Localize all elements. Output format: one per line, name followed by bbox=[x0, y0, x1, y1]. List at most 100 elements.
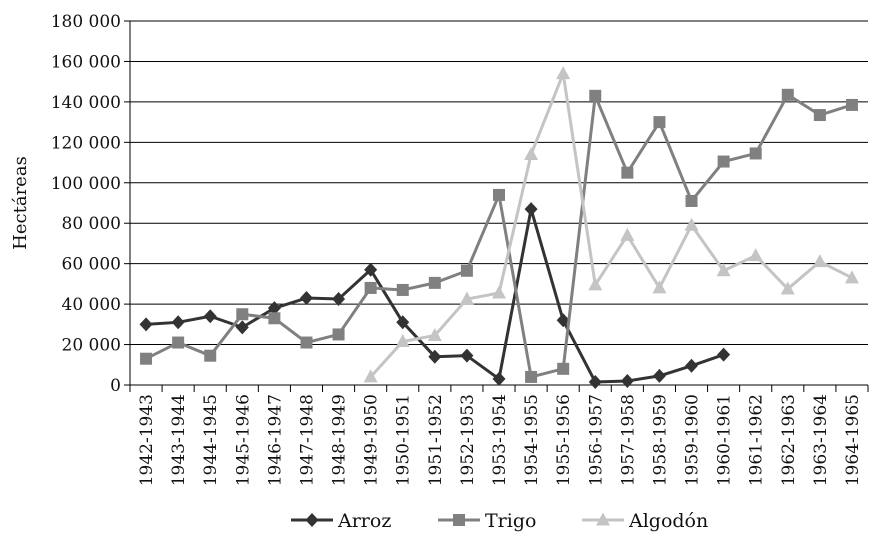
x-tick-label: 1949-1950 bbox=[362, 394, 382, 486]
data-point-trigo bbox=[236, 308, 249, 321]
series-line-algodon bbox=[369, 72, 853, 378]
data-point-arroz bbox=[556, 313, 570, 328]
x-axis-ticks: 1942-1943 1943-1944 1944-1945 1945-1946 1946… bbox=[129, 385, 869, 486]
y-tick-label: 100 000 bbox=[51, 174, 121, 194]
data-point-arroz bbox=[364, 262, 378, 277]
data-point-arroz bbox=[299, 291, 313, 306]
legend-marker bbox=[305, 513, 319, 527]
legend-item-trigo: Trigo bbox=[438, 510, 536, 532]
data-point-trigo bbox=[300, 336, 313, 349]
x-tick-label: 1958-1959 bbox=[650, 394, 670, 486]
legend-label: Trigo bbox=[485, 510, 536, 532]
x-tick-label: 1954-1955 bbox=[522, 394, 542, 486]
data-point-trigo bbox=[460, 264, 473, 277]
x-tick-label: 1944-1945 bbox=[201, 394, 221, 486]
data-point-algodon bbox=[556, 66, 571, 80]
series-algodon bbox=[363, 66, 859, 383]
y-tick-label: 0 bbox=[110, 376, 121, 396]
data-point-algodon bbox=[748, 248, 763, 262]
x-tick-label: 1964-1965 bbox=[843, 394, 863, 486]
data-point-arroz bbox=[235, 320, 249, 335]
y-tick-label: 160 000 bbox=[51, 52, 121, 72]
x-tick-label: 1952-1953 bbox=[458, 394, 478, 486]
data-point-trigo bbox=[332, 328, 345, 341]
legend-item-algodon: Algodón bbox=[582, 510, 708, 532]
data-point-algodon bbox=[524, 146, 539, 160]
data-point-trigo bbox=[140, 352, 153, 365]
x-tick-label: 1960-1961 bbox=[715, 394, 735, 486]
data-point-algodon bbox=[459, 291, 474, 305]
data-point-arroz bbox=[652, 368, 666, 383]
data-point-algodon bbox=[492, 285, 506, 299]
x-tick-label: 1948-1949 bbox=[330, 394, 350, 486]
series-arroz bbox=[139, 202, 731, 389]
data-point-algodon bbox=[844, 270, 859, 284]
x-tick-label: 1957-1958 bbox=[618, 394, 638, 486]
x-tick-label: 1947-1948 bbox=[297, 394, 317, 486]
series-line-trigo bbox=[145, 93, 853, 379]
data-point-trigo bbox=[396, 283, 409, 296]
data-point-algodon bbox=[588, 277, 603, 291]
data-point-trigo bbox=[428, 276, 441, 289]
data-point-arroz bbox=[492, 371, 506, 386]
data-point-algodon bbox=[716, 263, 731, 277]
data-point-algodon bbox=[363, 369, 378, 383]
y-tick-label: 60 000 bbox=[62, 255, 121, 275]
data-point-algodon bbox=[395, 334, 410, 348]
legend: Arroz Trigo Algodón bbox=[291, 510, 708, 532]
data-point-trigo bbox=[493, 188, 505, 201]
x-tick-label: 1959-1960 bbox=[683, 394, 703, 486]
data-point-algodon bbox=[812, 254, 827, 268]
x-tick-label: 1945-1946 bbox=[233, 394, 253, 486]
x-tick-label: 1951-1952 bbox=[426, 394, 446, 486]
x-tick-label: 1956-1957 bbox=[586, 394, 606, 486]
data-point-trigo bbox=[813, 109, 826, 122]
x-tick-label: 1953-1954 bbox=[490, 394, 510, 486]
y-tick-label: 20 000 bbox=[62, 336, 121, 356]
data-point-arroz bbox=[171, 315, 185, 330]
x-tick-label: 1962-1963 bbox=[779, 394, 799, 486]
data-point-trigo bbox=[781, 88, 794, 101]
legend-marker bbox=[453, 514, 465, 526]
data-point-arroz bbox=[267, 301, 281, 316]
data-point-trigo bbox=[589, 89, 602, 102]
data-point-algodon bbox=[780, 281, 795, 295]
series-group bbox=[139, 66, 859, 389]
y-tick-label: 140 000 bbox=[51, 93, 121, 113]
x-tick-label: 1950-1951 bbox=[394, 394, 414, 486]
data-point-algodon bbox=[427, 327, 442, 341]
data-point-trigo bbox=[557, 362, 570, 375]
data-point-arroz bbox=[524, 202, 538, 217]
data-point-arroz bbox=[139, 317, 153, 332]
y-axis-ticks: 0 20 000 40 000 60 000 80 000 100 000 120 000 1… bbox=[51, 12, 130, 396]
data-point-trigo bbox=[653, 116, 666, 129]
x-tick-label: 1955-1956 bbox=[554, 394, 574, 486]
data-point-algodon bbox=[620, 227, 635, 241]
legend-marker bbox=[596, 512, 610, 526]
data-point-trigo bbox=[204, 349, 217, 362]
legend-item-arroz: Arroz bbox=[291, 510, 391, 532]
data-point-trigo bbox=[621, 166, 634, 179]
data-point-arroz bbox=[588, 374, 602, 389]
data-point-arroz bbox=[717, 347, 731, 362]
legend-label: Algodón bbox=[628, 510, 708, 532]
x-tick-label: 1942-1943 bbox=[137, 394, 157, 486]
data-point-trigo bbox=[685, 194, 698, 207]
y-tick-label: 80 000 bbox=[62, 214, 121, 234]
y-tick-label: 120 000 bbox=[51, 133, 121, 153]
x-tick-label: 1961-1962 bbox=[747, 394, 767, 486]
data-point-arroz bbox=[620, 373, 634, 388]
data-point-arroz bbox=[460, 348, 474, 363]
data-point-trigo bbox=[268, 312, 281, 325]
x-tick-label: 1946-1947 bbox=[265, 394, 285, 486]
data-point-arroz bbox=[396, 315, 410, 330]
data-point-trigo bbox=[845, 98, 858, 111]
data-point-arroz bbox=[332, 292, 346, 307]
y-tick-label: 180 000 bbox=[51, 12, 121, 32]
legend-label: Arroz bbox=[337, 510, 391, 532]
data-point-arroz bbox=[685, 358, 699, 373]
data-point-algodon bbox=[652, 280, 667, 294]
grid-lines bbox=[130, 20, 868, 386]
data-point-trigo bbox=[364, 281, 377, 294]
data-point-trigo bbox=[172, 336, 185, 349]
